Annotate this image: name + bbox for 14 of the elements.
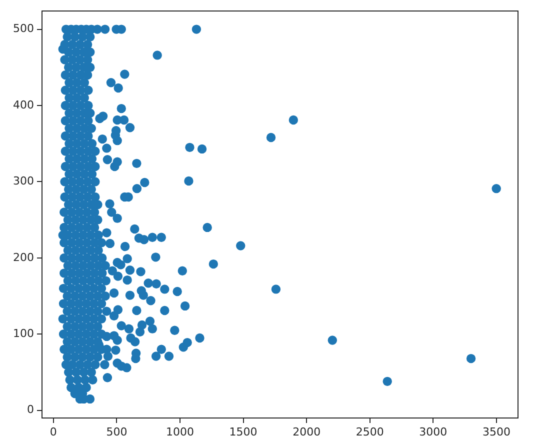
y-tick-label: 0	[27, 403, 34, 416]
y-tick-label: 400	[13, 98, 34, 112]
x-tick-label: 3000	[419, 425, 448, 438]
y-tick-label: 500	[13, 22, 34, 36]
x-tick-label: 2000	[292, 425, 321, 438]
y-tick-label: 300	[13, 174, 34, 188]
y-tick-label: 200	[13, 250, 34, 264]
x-tick-label: 2500	[356, 425, 384, 438]
y-tick-label: 100	[13, 327, 34, 340]
x-tick-label: 1500	[229, 425, 258, 438]
x-tick-label: 1000	[166, 425, 194, 438]
x-tick-label: 500	[106, 425, 128, 438]
x-tick-label: 0	[50, 425, 57, 438]
x-tick-label: 3500	[482, 425, 510, 438]
